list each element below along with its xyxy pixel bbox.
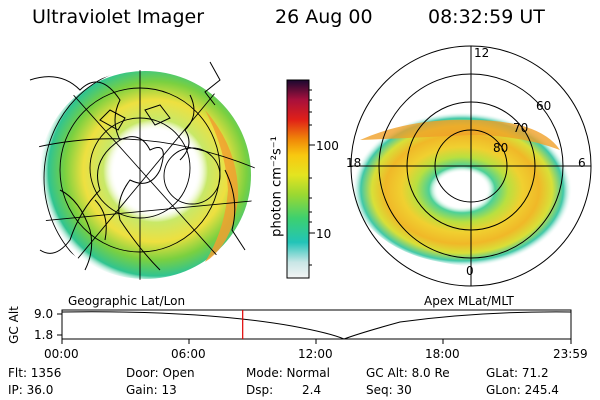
footer-ip: IP: 36.0 [8,383,54,397]
header-date: 26 Aug 00 [275,6,373,28]
timeline-y-tick-low: 1.8 [34,328,54,342]
colorbar-ticks [309,89,315,266]
colorbar [286,79,310,279]
footer-gain: Gain: 13 [126,383,177,397]
header-time: 08:32:59 UT [428,6,545,28]
colorbar-tick-100: 100 [316,139,339,153]
polar-map-label: Apex MLat/MLT [424,294,514,308]
lat-label-60: 60 [536,99,552,113]
gc-altitude-curve [61,311,572,340]
timeline-axis-title: GC Alt [7,306,21,344]
polar-auroral-emission [352,112,573,268]
footer-glon: GLon: 245.4 [486,383,559,397]
lat-label-70: 70 [513,121,529,135]
timeline-x-tick-2359: 23:59 [553,347,588,361]
footer-gc-alt: GC Alt: 8.0 Re [366,366,450,380]
footer-mode: Mode: Normal [246,366,330,380]
timeline-x-tick-1200: 12:00 [298,347,333,361]
geo-bright-patch [205,110,239,262]
colorbar-tick-10: 10 [316,227,332,241]
lat-label-80: 80 [493,141,509,155]
mlt-label-0: 0 [466,264,474,278]
geo-coastlines [29,61,246,271]
footer-dsp-label: Dsp: [246,383,274,397]
footer-flt: Flt: 1356 [8,366,62,380]
footer-door: Door: Open [126,366,195,380]
mlt-label-12: 12 [474,46,490,60]
colorbar-unit-label: photon cm⁻²s⁻¹ [269,136,285,237]
timeline-plot [57,309,572,344]
timeline-frame [61,309,572,340]
footer-seq: Seq: 30 [366,383,412,397]
geo-grid [35,70,255,280]
header-title: Ultraviolet Imager [32,6,205,28]
mlt-label-18: 18 [346,156,362,170]
polar-bright-arc [360,119,560,150]
polar-grid [350,45,592,287]
geo-map-label: Geographic Lat/Lon [68,294,186,308]
timeline-y-ticks [57,313,62,336]
footer-glat: GLat: 71.2 [486,366,549,380]
mlt-label-6: 6 [578,156,586,170]
timeline-x-ticks [61,339,572,344]
polar-map [350,45,592,287]
timeline-x-tick-1800: 18:00 [425,347,460,361]
geographic-map: . [29,61,255,280]
timeline-x-tick-0000: 00:00 [44,347,79,361]
timeline-y-tick-high: 9.0 [34,307,54,321]
timeline-x-tick-0600: 06:00 [171,347,206,361]
footer-dsp-value: 2.4 [302,383,322,397]
